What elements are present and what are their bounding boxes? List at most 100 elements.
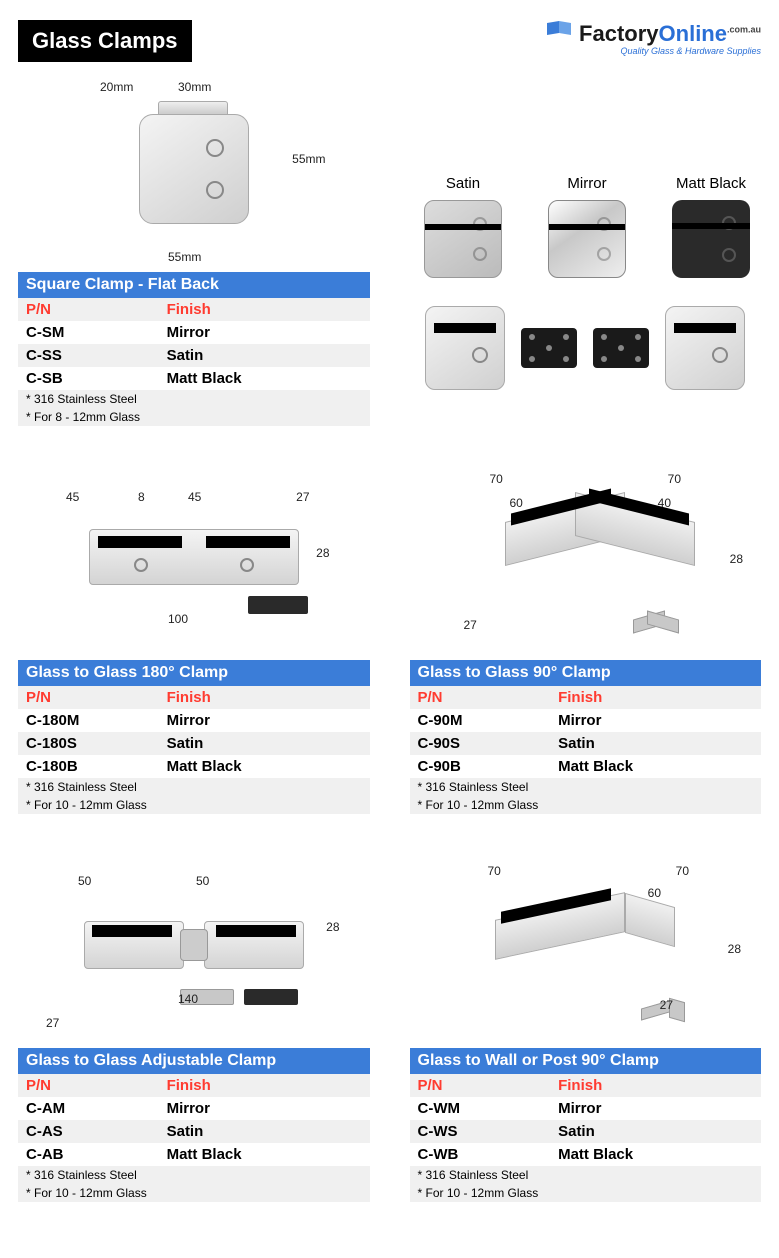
dim-label: 20mm bbox=[100, 80, 133, 94]
cell: Mirror bbox=[159, 709, 370, 732]
table-note: * 316 Stainless Steel bbox=[410, 1166, 762, 1184]
table-note: * For 10 - 12mm Glass bbox=[410, 1184, 762, 1202]
table-title: Square Clamp - Flat Back bbox=[18, 272, 370, 298]
table-note: * 316 Stainless Steel bbox=[18, 1166, 370, 1184]
cell: C-180S bbox=[18, 732, 159, 755]
cell: C-WB bbox=[410, 1143, 551, 1166]
col-header: Finish bbox=[159, 686, 370, 709]
swatch-black bbox=[672, 200, 750, 278]
cell: Satin bbox=[159, 344, 370, 367]
brand-name: FactoryOnline.com.au bbox=[579, 21, 761, 47]
adjustable-clamp-diagram: 50 50 28 140 27 bbox=[18, 850, 370, 1040]
square-clamp-diagram: 20mm 30mm 55mm 55mm bbox=[18, 74, 370, 264]
cell: Matt Black bbox=[159, 367, 370, 390]
dim-label: 28 bbox=[728, 942, 741, 956]
swatch-satin bbox=[424, 200, 502, 278]
glass-180-table: Glass to Glass 180° Clamp P/NFinish C-18… bbox=[18, 660, 370, 814]
table-title: Glass to Glass Adjustable Clamp bbox=[18, 1048, 370, 1074]
table-note: * 316 Stainless Steel bbox=[18, 778, 370, 796]
dim-label: 60 bbox=[648, 886, 661, 900]
cell: Mirror bbox=[550, 1097, 761, 1120]
cell: Matt Black bbox=[159, 1143, 370, 1166]
dim-label: 8 bbox=[138, 490, 145, 504]
cell: C-AS bbox=[18, 1120, 159, 1143]
finish-label: Matt Black bbox=[661, 175, 761, 192]
glass-90-table: Glass to Glass 90° Clamp P/NFinish C-90M… bbox=[410, 660, 762, 814]
col-header: Finish bbox=[550, 686, 761, 709]
dim-label: 50 bbox=[196, 874, 209, 888]
dim-label: 30mm bbox=[178, 80, 211, 94]
col-header: P/N bbox=[18, 298, 159, 321]
table-note: * 316 Stainless Steel bbox=[410, 778, 762, 796]
cell: Matt Black bbox=[550, 755, 761, 778]
cell: C-WM bbox=[410, 1097, 551, 1120]
dim-label: 70 bbox=[490, 472, 503, 486]
table-note: * For 10 - 12mm Glass bbox=[18, 796, 370, 814]
cell: Satin bbox=[159, 732, 370, 755]
col-header: P/N bbox=[18, 1074, 159, 1097]
table-title: Glass to Glass 90° Clamp bbox=[410, 660, 762, 686]
cell: C-SB bbox=[18, 367, 159, 390]
swatch-mirror bbox=[548, 200, 626, 278]
col-header: P/N bbox=[18, 686, 159, 709]
cell: C-90B bbox=[410, 755, 551, 778]
cell: C-180M bbox=[18, 709, 159, 732]
adjustable-clamp-table: Glass to Glass Adjustable Clamp P/NFinis… bbox=[18, 1048, 370, 1202]
cell: Satin bbox=[550, 732, 761, 755]
cell: Mirror bbox=[550, 709, 761, 732]
glass-90-diagram: 70 70 60 40 28 27 bbox=[410, 462, 762, 652]
col-header: Finish bbox=[159, 298, 370, 321]
col-header: Finish bbox=[159, 1074, 370, 1097]
glass-180-diagram: 45 8 45 27 28 100 bbox=[18, 462, 370, 652]
cell: C-90S bbox=[410, 732, 551, 755]
brand-tagline: Quality Glass & Hardware Supplies bbox=[545, 46, 761, 56]
dim-label: 100 bbox=[168, 612, 188, 626]
table-note: * 316 Stainless Steel bbox=[18, 390, 370, 408]
dim-label: 45 bbox=[188, 490, 201, 504]
dim-label: 55mm bbox=[168, 250, 201, 264]
finish-swatches: Satin Mirror Matt Black bbox=[410, 175, 762, 278]
dim-label: 28 bbox=[316, 546, 329, 560]
cell: C-AM bbox=[18, 1097, 159, 1120]
table-title: Glass to Wall or Post 90° Clamp bbox=[410, 1048, 762, 1074]
cell: C-180B bbox=[18, 755, 159, 778]
table-title: Glass to Glass 180° Clamp bbox=[18, 660, 370, 686]
col-header: Finish bbox=[550, 1074, 761, 1097]
wall-clamp-diagram: 70 70 60 28 27 bbox=[410, 850, 762, 1040]
col-header: P/N bbox=[410, 1074, 551, 1097]
page-title: Glass Clamps bbox=[18, 20, 192, 62]
dim-label: 140 bbox=[178, 992, 198, 1006]
dim-label: 70 bbox=[488, 864, 501, 878]
dim-label: 27 bbox=[660, 998, 673, 1012]
dim-label: 27 bbox=[296, 490, 309, 504]
dim-label: 70 bbox=[668, 472, 681, 486]
cell: Matt Black bbox=[550, 1143, 761, 1166]
wall-clamp-table: Glass to Wall or Post 90° Clamp P/NFinis… bbox=[410, 1048, 762, 1202]
square-clamp-table: Square Clamp - Flat Back P/NFinish C-SMM… bbox=[18, 272, 370, 426]
cell: C-WS bbox=[410, 1120, 551, 1143]
dim-label: 28 bbox=[326, 920, 339, 934]
dim-label: 45 bbox=[66, 490, 79, 504]
table-note: * For 10 - 12mm Glass bbox=[18, 1184, 370, 1202]
brand-icon bbox=[545, 20, 573, 48]
dim-label: 27 bbox=[46, 1016, 59, 1030]
dim-label: 27 bbox=[464, 618, 477, 632]
brand-logo: FactoryOnline.com.au Quality Glass & Har… bbox=[545, 20, 761, 56]
col-header: P/N bbox=[410, 686, 551, 709]
cell: C-AB bbox=[18, 1143, 159, 1166]
dim-label: 70 bbox=[676, 864, 689, 878]
cell: C-SS bbox=[18, 344, 159, 367]
finish-label: Mirror bbox=[537, 175, 637, 192]
dim-label: 60 bbox=[510, 496, 523, 510]
cell: Satin bbox=[550, 1120, 761, 1143]
dim-label: 40 bbox=[658, 496, 671, 510]
cell: Matt Black bbox=[159, 755, 370, 778]
table-note: * For 8 - 12mm Glass bbox=[18, 408, 370, 426]
cell: Mirror bbox=[159, 1097, 370, 1120]
dim-label: 50 bbox=[78, 874, 91, 888]
dim-label: 28 bbox=[730, 552, 743, 566]
cell: C-SM bbox=[18, 321, 159, 344]
cell: C-90M bbox=[410, 709, 551, 732]
table-note: * For 10 - 12mm Glass bbox=[410, 796, 762, 814]
dim-label: 55mm bbox=[292, 152, 325, 166]
